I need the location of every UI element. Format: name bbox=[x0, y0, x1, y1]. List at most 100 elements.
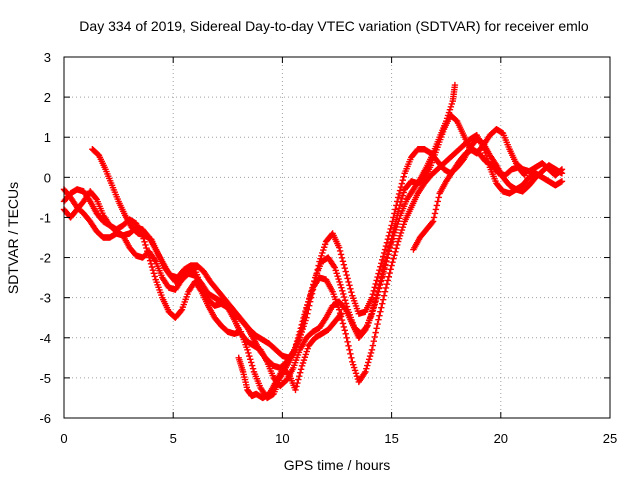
data-point bbox=[334, 272, 341, 280]
data-point bbox=[376, 266, 383, 274]
data-point bbox=[348, 354, 355, 362]
data-point bbox=[302, 351, 309, 358]
data-point bbox=[151, 256, 158, 264]
data-point bbox=[379, 296, 387, 303]
data-point bbox=[381, 246, 389, 253]
data-point bbox=[303, 305, 310, 313]
data-point bbox=[301, 313, 309, 320]
data-point bbox=[382, 261, 389, 268]
data-point bbox=[398, 226, 406, 234]
data-point bbox=[396, 187, 404, 194]
data-point bbox=[141, 238, 148, 245]
data-point bbox=[142, 241, 149, 249]
data-point bbox=[365, 319, 372, 327]
data-point bbox=[350, 364, 358, 371]
data-point bbox=[366, 316, 373, 324]
data-point bbox=[248, 359, 255, 366]
data-point bbox=[296, 369, 304, 376]
data-point bbox=[296, 334, 303, 341]
data-point bbox=[429, 218, 437, 225]
data-point bbox=[447, 103, 455, 111]
data-point bbox=[448, 100, 456, 108]
data-point bbox=[371, 333, 378, 341]
data-point bbox=[297, 366, 305, 373]
data-point bbox=[304, 302, 311, 309]
data-point bbox=[291, 347, 298, 355]
data-point bbox=[335, 244, 343, 251]
data-point bbox=[372, 329, 379, 336]
data-point bbox=[352, 370, 360, 377]
data-point bbox=[387, 241, 395, 249]
data-point bbox=[451, 81, 459, 89]
data-point bbox=[384, 254, 391, 261]
data-point bbox=[336, 247, 344, 255]
data-point bbox=[379, 253, 387, 260]
data-point bbox=[292, 346, 299, 354]
data-point bbox=[245, 349, 252, 357]
data-point bbox=[310, 281, 317, 288]
data-point bbox=[432, 206, 440, 213]
data-point bbox=[558, 178, 566, 185]
data-point bbox=[396, 201, 404, 209]
data-point bbox=[343, 303, 351, 310]
data-point bbox=[391, 229, 398, 236]
data-point bbox=[340, 261, 348, 268]
data-point bbox=[309, 284, 316, 292]
data-point bbox=[370, 338, 378, 345]
x-tick-label: 25 bbox=[603, 431, 617, 446]
data-point bbox=[395, 235, 403, 242]
y-tick-label: 2 bbox=[44, 90, 51, 105]
data-point bbox=[311, 277, 318, 285]
data-point bbox=[300, 317, 308, 324]
data-point bbox=[374, 320, 381, 328]
data-point bbox=[363, 365, 370, 372]
data-point bbox=[340, 323, 348, 331]
data-point bbox=[320, 246, 327, 254]
data-point bbox=[378, 304, 385, 311]
data-point bbox=[373, 325, 380, 332]
data-point bbox=[341, 327, 348, 334]
data-point bbox=[396, 232, 404, 239]
data-point bbox=[373, 292, 381, 299]
data-point bbox=[343, 334, 350, 341]
data-point bbox=[306, 295, 313, 302]
data-point bbox=[333, 270, 340, 277]
data-point bbox=[443, 117, 450, 125]
data-point bbox=[388, 238, 396, 245]
data-point bbox=[368, 346, 376, 354]
data-point bbox=[303, 348, 310, 355]
data-point bbox=[299, 359, 307, 367]
data-point bbox=[298, 362, 306, 370]
data-point bbox=[318, 252, 325, 260]
data-point bbox=[346, 282, 353, 289]
data-point bbox=[431, 210, 439, 217]
data-point bbox=[370, 287, 378, 294]
data-point bbox=[294, 379, 301, 387]
data-point bbox=[301, 354, 309, 361]
data-point bbox=[149, 266, 157, 274]
data-point bbox=[336, 278, 343, 286]
data-point bbox=[365, 359, 372, 366]
data-points bbox=[60, 81, 566, 402]
data-point bbox=[433, 202, 441, 209]
data-point bbox=[344, 338, 351, 345]
data-point bbox=[339, 320, 347, 327]
data-point bbox=[339, 258, 347, 265]
data-point bbox=[389, 235, 397, 242]
data-point bbox=[399, 223, 407, 231]
data-point bbox=[377, 308, 384, 315]
data-point bbox=[399, 176, 407, 184]
data-point bbox=[394, 194, 402, 201]
data-point bbox=[295, 337, 302, 344]
data-point bbox=[150, 270, 158, 277]
plot-frame bbox=[63, 56, 611, 419]
data-point bbox=[337, 311, 344, 319]
data-point bbox=[367, 349, 375, 357]
data-point bbox=[343, 271, 350, 279]
data-point bbox=[385, 273, 392, 280]
data-point bbox=[386, 244, 394, 252]
data-point bbox=[342, 330, 349, 337]
data-point bbox=[244, 346, 251, 354]
